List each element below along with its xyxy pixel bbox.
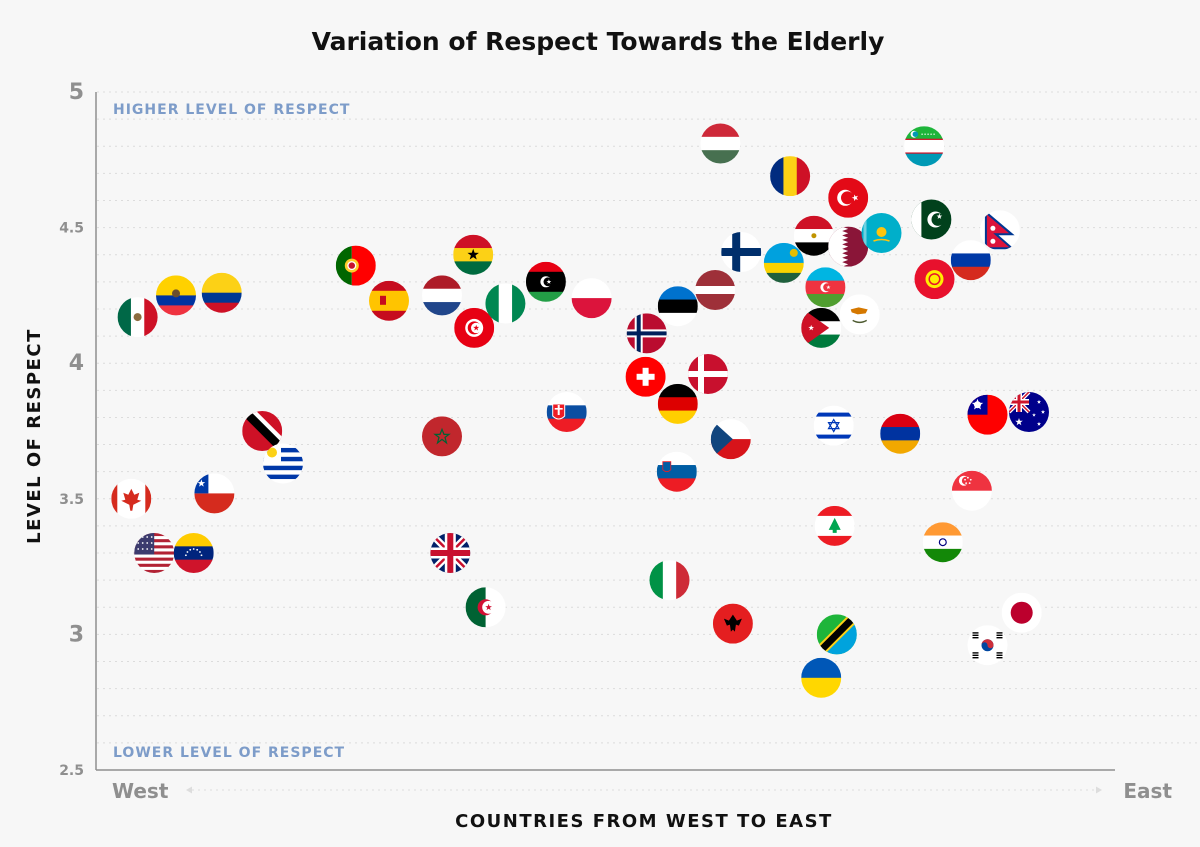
data-point-portugal-flag-icon[interactable]: Portugal — [335, 245, 376, 286]
data-point-romania-flag-icon[interactable]: Romania — [770, 156, 811, 197]
data-point-venezuela-flag-icon[interactable]: Venezuela — [173, 533, 214, 573]
data-point-kyrgyzstan-flag-icon[interactable]: Kyrgyzstan — [914, 259, 955, 300]
data-point-czech-flag-icon[interactable]: Czech Republic — [710, 419, 751, 460]
x-axis-title: COUNTRIES FROM WEST TO EAST — [455, 811, 833, 832]
data-point-algeria-flag-icon[interactable]: Algeria — [465, 587, 506, 628]
x-end-label: East — [1123, 779, 1172, 803]
y-tick-label: 2.5 — [59, 763, 84, 779]
data-point-armenia-flag-icon[interactable]: Armenia — [880, 413, 921, 454]
y-tick-label: 3.5 — [59, 492, 84, 508]
data-point-poland-flag-icon[interactable]: Poland — [571, 278, 612, 319]
data-point-canada-flag-icon[interactable]: Canada — [111, 478, 152, 519]
data-point-finland-flag-icon[interactable]: Finland — [721, 232, 762, 272]
data-point-russia-flag-icon[interactable]: Russia — [950, 240, 991, 281]
data-point-uzbekistan-flag-icon[interactable]: Uzbekistan — [904, 126, 945, 167]
data-point-ukraine-flag-icon[interactable]: Ukraine — [801, 657, 842, 698]
data-point-nigeria-flag-icon[interactable]: Nigeria — [485, 283, 526, 324]
data-point-india-flag-icon[interactable]: India — [922, 522, 963, 563]
data-point-taiwan-flag-icon[interactable]: Taiwan — [967, 394, 1008, 435]
data-point-israel-flag-icon[interactable]: Israel — [813, 405, 854, 446]
data-point-germany-flag-icon[interactable]: Germany — [657, 383, 698, 424]
data-point-mexico-flag-icon[interactable]: Mexico — [117, 297, 158, 338]
data-point-ghana-flag-icon[interactable]: Ghana — [453, 234, 494, 275]
data-point-morocco-flag-icon[interactable]: Morocco — [422, 416, 462, 457]
data-point-uk-flag-icon[interactable]: United Kingdom — [430, 533, 471, 573]
higher-respect-label: HIGHER LEVEL OF RESPECT — [113, 102, 350, 118]
data-point-kazakhstan-flag-icon[interactable]: Kazakhstan — [861, 213, 902, 253]
data-point-spain-flag-icon[interactable]: Spain — [369, 280, 409, 321]
data-points: MexicoEcuadorColombia Canada United States… — [111, 123, 1049, 698]
lower-respect-label: LOWER LEVEL OF RESPECT — [113, 745, 345, 761]
chart-title: Variation of Respect Towards the Elderly — [312, 27, 885, 56]
x-start-label: West — [112, 779, 169, 803]
data-point-qatar-flag-icon[interactable]: Qatar — [828, 226, 869, 267]
data-point-italy-flag-icon[interactable]: Italy — [649, 560, 690, 601]
data-point-australia-flag-icon[interactable]: Australia — [1009, 392, 1049, 432]
data-point-pakistan-flag-icon[interactable]: Pakistan — [911, 199, 952, 240]
data-point-cyprus-flag-icon[interactable]: Cyprus — [839, 294, 880, 335]
data-point-southkorea-flag-icon[interactable]: South Korea — [967, 625, 1008, 666]
data-point-libya-flag-icon[interactable]: Libya — [525, 261, 566, 302]
data-point-chile-flag-icon[interactable]: Chile — [194, 473, 235, 514]
data-point-ecuador-flag-icon[interactable]: Ecuador — [156, 275, 196, 316]
data-point-slovenia-flag-icon[interactable]: Slovenia — [656, 451, 697, 492]
data-point-egypt-flag-icon[interactable]: Egypt — [793, 215, 834, 256]
data-point-lebanon-flag-icon[interactable]: Lebanon — [814, 505, 855, 546]
data-point-tanzania-flag-icon[interactable]: Tanzania — [816, 614, 857, 655]
data-point-hungary-flag-icon[interactable]: Hungary — [700, 123, 741, 164]
y-axis-ticks: 2.5 3 3.5 4 4.5 5 — [59, 80, 84, 779]
data-point-azerbaijan-flag-icon[interactable]: Azerbaijan — [805, 267, 846, 308]
data-point-uruguay-flag-icon[interactable]: Uruguay — [263, 443, 303, 484]
data-point-turkey-flag-icon[interactable]: Turkey — [828, 177, 869, 218]
data-point-singapore-flag-icon[interactable]: Singapore — [951, 470, 992, 511]
east-arrowhead-icon — [1096, 786, 1102, 794]
data-point-trinidad-flag-icon[interactable]: Trinidad and Tobago — [242, 405, 288, 451]
data-point-latvia-flag-icon[interactable]: Latvia — [695, 270, 736, 310]
data-point-nepal-flag-icon[interactable]: Nepal — [979, 210, 1020, 251]
data-point-switzerland-flag-icon[interactable]: Switzerland — [625, 356, 666, 397]
data-point-albania-flag-icon[interactable]: Albania — [712, 603, 753, 644]
data-point-usa-flag-icon[interactable]: United States — [134, 533, 175, 573]
data-point-rwanda-flag-icon[interactable]: Rwanda — [763, 242, 804, 283]
data-point-norway-flag-icon[interactable]: Norway — [626, 313, 667, 354]
data-point-colombia-flag-icon[interactable]: Colombia — [201, 272, 242, 313]
data-point-denmark-flag-icon[interactable]: Denmark — [688, 354, 728, 394]
y-tick-label: 5 — [69, 80, 84, 105]
y-axis-title: LEVEL OF RESPECT — [24, 328, 45, 544]
y-tick-label: 3 — [69, 622, 84, 647]
data-point-jordan-flag-icon[interactable]: Jordan — [801, 307, 842, 348]
west-arrowhead-icon — [186, 786, 192, 794]
data-point-slovakia-flag-icon[interactable]: Slovakia — [546, 392, 587, 432]
y-tick-label: 4 — [69, 351, 84, 376]
data-point-netherlands-flag-icon[interactable]: Netherlands — [422, 275, 462, 316]
data-point-tunisia-flag-icon[interactable]: Tunisia — [454, 307, 495, 348]
data-point-japan-flag-icon[interactable]: Japan — [1001, 592, 1042, 633]
y-tick-label: 4.5 — [59, 221, 84, 237]
data-point-estonia-flag-icon[interactable]: Estonia — [657, 286, 698, 327]
